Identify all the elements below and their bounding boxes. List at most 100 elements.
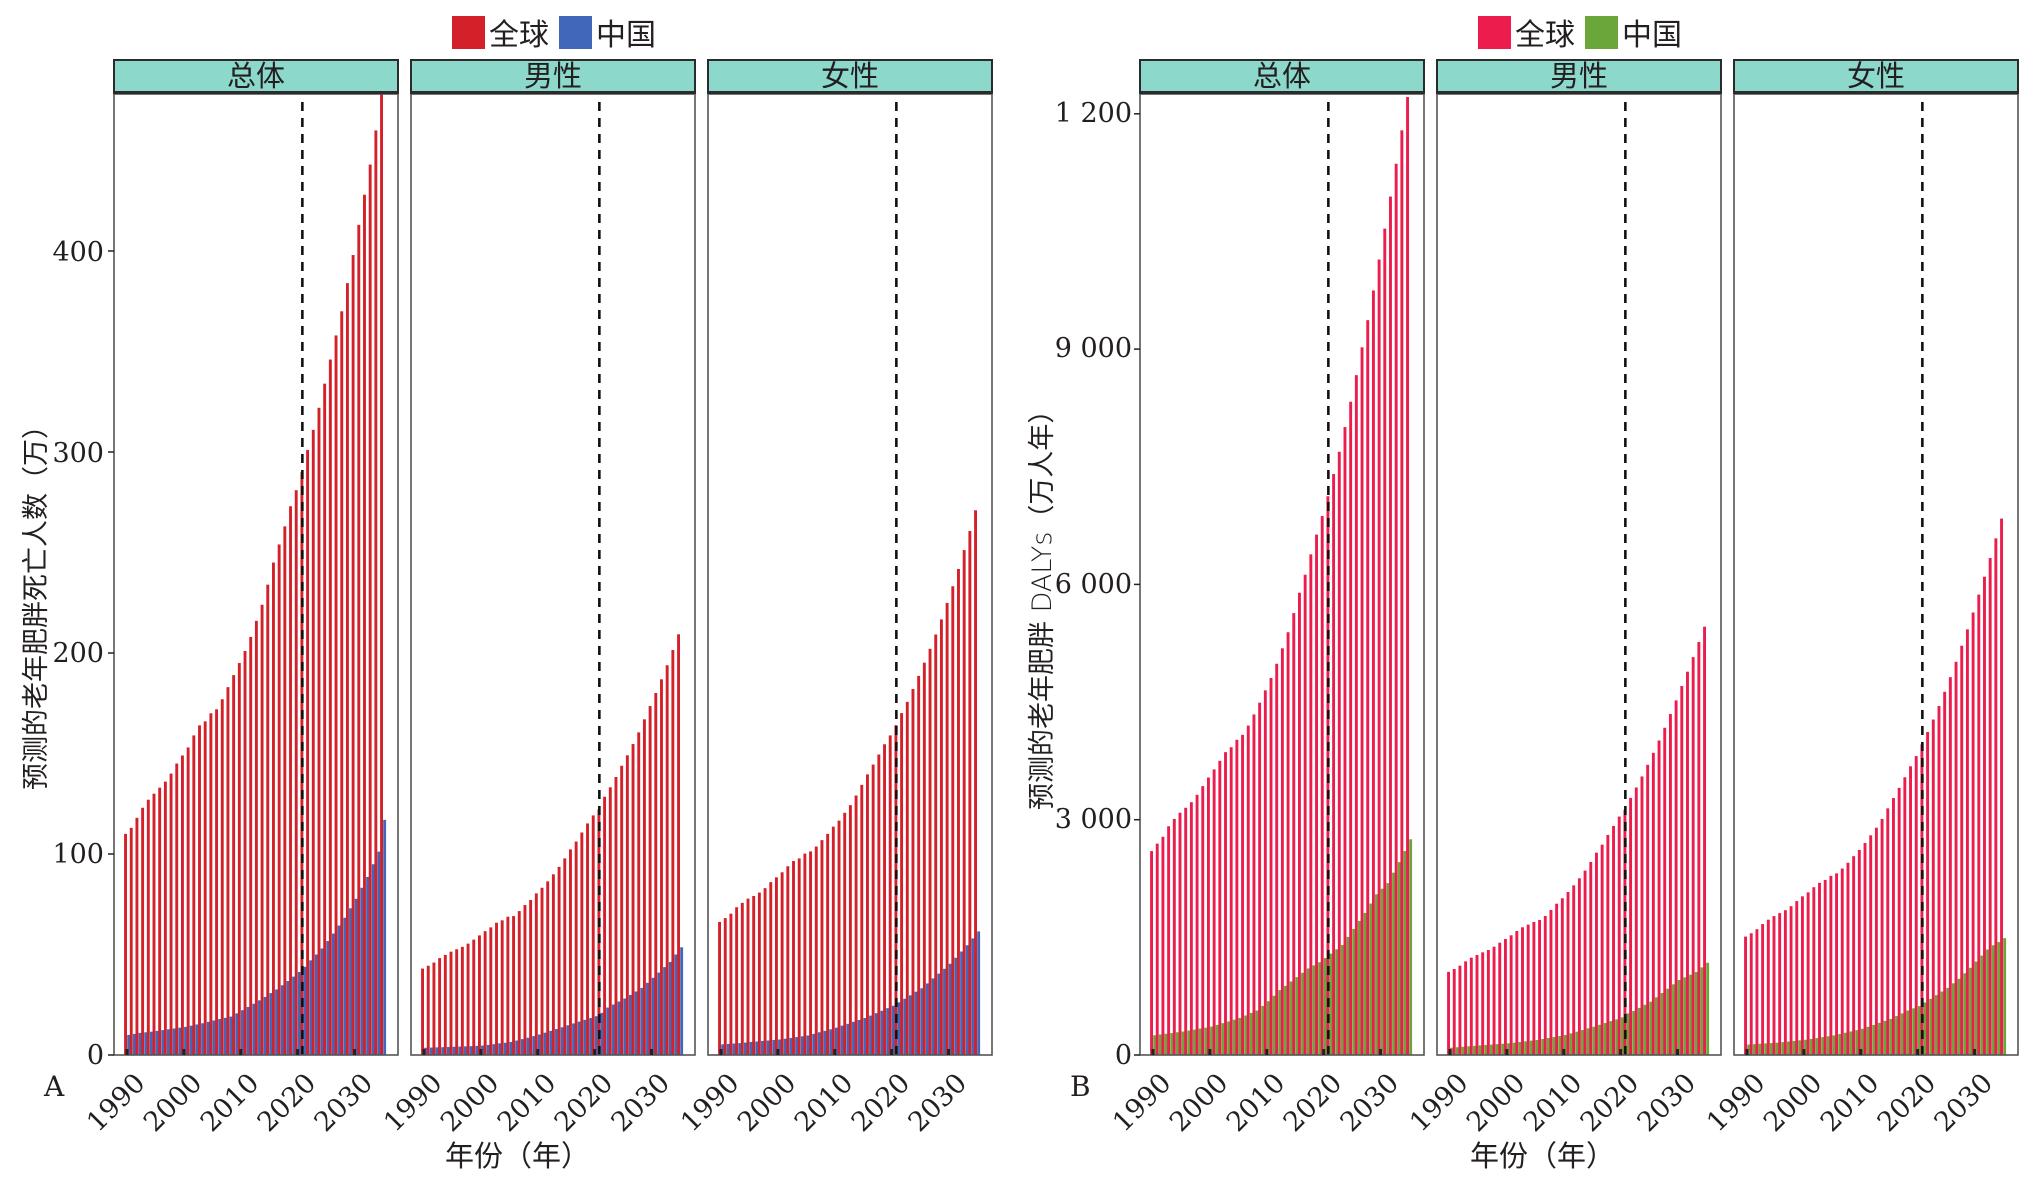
bar-china <box>772 1039 776 1055</box>
bar-china <box>721 1044 725 1055</box>
bar-global <box>1543 916 1547 1055</box>
bar-china <box>738 1043 742 1055</box>
bar-global <box>152 793 156 1055</box>
bar-china <box>549 1030 553 1055</box>
bar-global <box>1965 629 1969 1055</box>
bar-global <box>1646 764 1650 1055</box>
bar-china <box>977 931 981 1055</box>
bar-global <box>1761 924 1765 1055</box>
bar-china <box>223 1017 227 1055</box>
bar-china <box>1586 1028 1590 1055</box>
bar-global <box>671 649 675 1055</box>
bar-global <box>1360 347 1364 1055</box>
bar-global <box>809 851 813 1055</box>
bar-global <box>1263 690 1267 1055</box>
bar-china <box>1193 1029 1196 1055</box>
bar-global <box>1829 875 1833 1055</box>
bar-china <box>960 951 964 1055</box>
bar-global <box>1680 686 1684 1055</box>
legend-label-global: 全球 <box>1515 18 1575 53</box>
x-tick-label: 2020 <box>549 1068 620 1139</box>
bar-global <box>449 951 453 1055</box>
bar-global <box>512 916 516 1055</box>
bar-china <box>326 941 330 1055</box>
bar-global <box>380 94 383 1056</box>
bar-global <box>1447 971 1450 1055</box>
bar-global <box>574 841 578 1055</box>
bar-global <box>175 763 179 1055</box>
bar-global <box>1406 97 1409 1055</box>
bar-global <box>1178 812 1182 1055</box>
bar-global <box>186 747 190 1055</box>
bar-china <box>1603 1023 1607 1055</box>
bar-china <box>1541 1039 1545 1055</box>
bar-global <box>648 706 652 1055</box>
bar-china <box>1609 1021 1613 1055</box>
bar-global <box>1189 802 1193 1055</box>
bar-china <box>1787 1041 1790 1055</box>
bar-china <box>229 1016 233 1055</box>
bar-global <box>363 194 366 1056</box>
bar-global <box>974 510 977 1055</box>
bar-china <box>1255 1010 1259 1055</box>
bar-global <box>1818 882 1821 1055</box>
x-tick-label: 2020 <box>1575 1068 1646 1139</box>
bar-global <box>1595 852 1598 1055</box>
legend-b: 全球 中国 <box>1478 12 1688 53</box>
bar-china <box>1649 1001 1653 1055</box>
bar-china <box>1181 1031 1185 1055</box>
ytick-label-b: 1 200 <box>1054 98 1132 129</box>
bar-global <box>328 359 332 1055</box>
bar-global <box>311 429 315 1055</box>
panel-frame <box>1139 93 1425 1056</box>
bar-china <box>577 1021 581 1055</box>
bar-china <box>1906 1010 1910 1055</box>
bar-global <box>1663 727 1667 1055</box>
bar-global <box>1988 558 1992 1055</box>
bar-china <box>1312 965 1316 1055</box>
bar-china <box>634 991 638 1055</box>
bar-global <box>1337 451 1341 1055</box>
bar-china <box>566 1025 570 1055</box>
bar-global <box>1521 927 1524 1055</box>
bar-global <box>1755 929 1759 1055</box>
bar-china <box>269 993 273 1055</box>
bar-global <box>1674 700 1678 1055</box>
bar-global <box>1937 706 1941 1055</box>
facet-strip-a-female: 女性 <box>707 59 993 94</box>
bar-china <box>144 1032 148 1055</box>
bar-global <box>169 773 173 1055</box>
bar-china <box>537 1034 541 1055</box>
bar-global <box>820 840 824 1055</box>
bar-global <box>260 604 264 1055</box>
bar-global <box>922 662 926 1055</box>
bar-global <box>1783 910 1787 1055</box>
bar-china <box>761 1040 764 1055</box>
bar-china <box>834 1027 838 1055</box>
x-tick-label: 2010 <box>1221 1068 1292 1139</box>
bar-global <box>888 735 892 1055</box>
bar-global <box>1498 942 1502 1055</box>
bar-global <box>1697 642 1701 1055</box>
bar-global <box>534 893 538 1055</box>
bar-china <box>931 978 935 1055</box>
bar-china <box>971 938 975 1055</box>
bar-global <box>266 584 270 1055</box>
bar-global <box>1492 946 1496 1055</box>
bar-global <box>2000 518 2003 1055</box>
bar-global <box>1617 816 1621 1055</box>
bar-china <box>908 995 912 1055</box>
bar-global <box>860 784 864 1055</box>
bar-china <box>532 1036 536 1055</box>
bar-global <box>1806 892 1810 1055</box>
bar-global <box>209 713 213 1055</box>
bar-global <box>1354 375 1358 1055</box>
bar-china <box>258 1000 261 1055</box>
bar-china <box>606 1007 610 1055</box>
bar-global <box>580 832 584 1055</box>
bar-china <box>623 998 627 1055</box>
bar-global <box>1668 714 1672 1055</box>
bar-global <box>438 958 442 1055</box>
bar-global <box>1366 320 1370 1055</box>
